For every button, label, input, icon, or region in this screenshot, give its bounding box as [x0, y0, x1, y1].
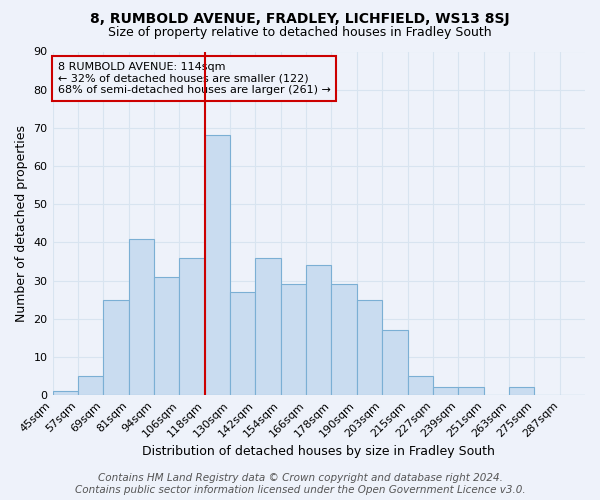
Bar — [433, 388, 458, 395]
Bar — [128, 238, 154, 395]
Text: Size of property relative to detached houses in Fradley South: Size of property relative to detached ho… — [108, 26, 492, 39]
Text: Contains HM Land Registry data © Crown copyright and database right 2024.
Contai: Contains HM Land Registry data © Crown c… — [74, 474, 526, 495]
Bar — [205, 136, 230, 395]
Text: 8, RUMBOLD AVENUE, FRADLEY, LICHFIELD, WS13 8SJ: 8, RUMBOLD AVENUE, FRADLEY, LICHFIELD, W… — [90, 12, 510, 26]
Bar — [179, 258, 205, 395]
Bar — [154, 277, 179, 395]
Text: 8 RUMBOLD AVENUE: 114sqm
← 32% of detached houses are smaller (122)
68% of semi-: 8 RUMBOLD AVENUE: 114sqm ← 32% of detach… — [58, 62, 331, 95]
Bar — [78, 376, 103, 395]
X-axis label: Distribution of detached houses by size in Fradley South: Distribution of detached houses by size … — [142, 444, 495, 458]
Bar — [53, 392, 78, 395]
Bar — [103, 300, 128, 395]
Bar — [458, 388, 484, 395]
Bar — [230, 292, 256, 395]
Bar — [407, 376, 433, 395]
Bar — [331, 284, 357, 395]
Y-axis label: Number of detached properties: Number of detached properties — [15, 125, 28, 322]
Bar — [357, 300, 382, 395]
Bar — [281, 284, 306, 395]
Bar — [256, 258, 281, 395]
Bar — [306, 266, 331, 395]
Bar — [509, 388, 534, 395]
Bar — [382, 330, 407, 395]
